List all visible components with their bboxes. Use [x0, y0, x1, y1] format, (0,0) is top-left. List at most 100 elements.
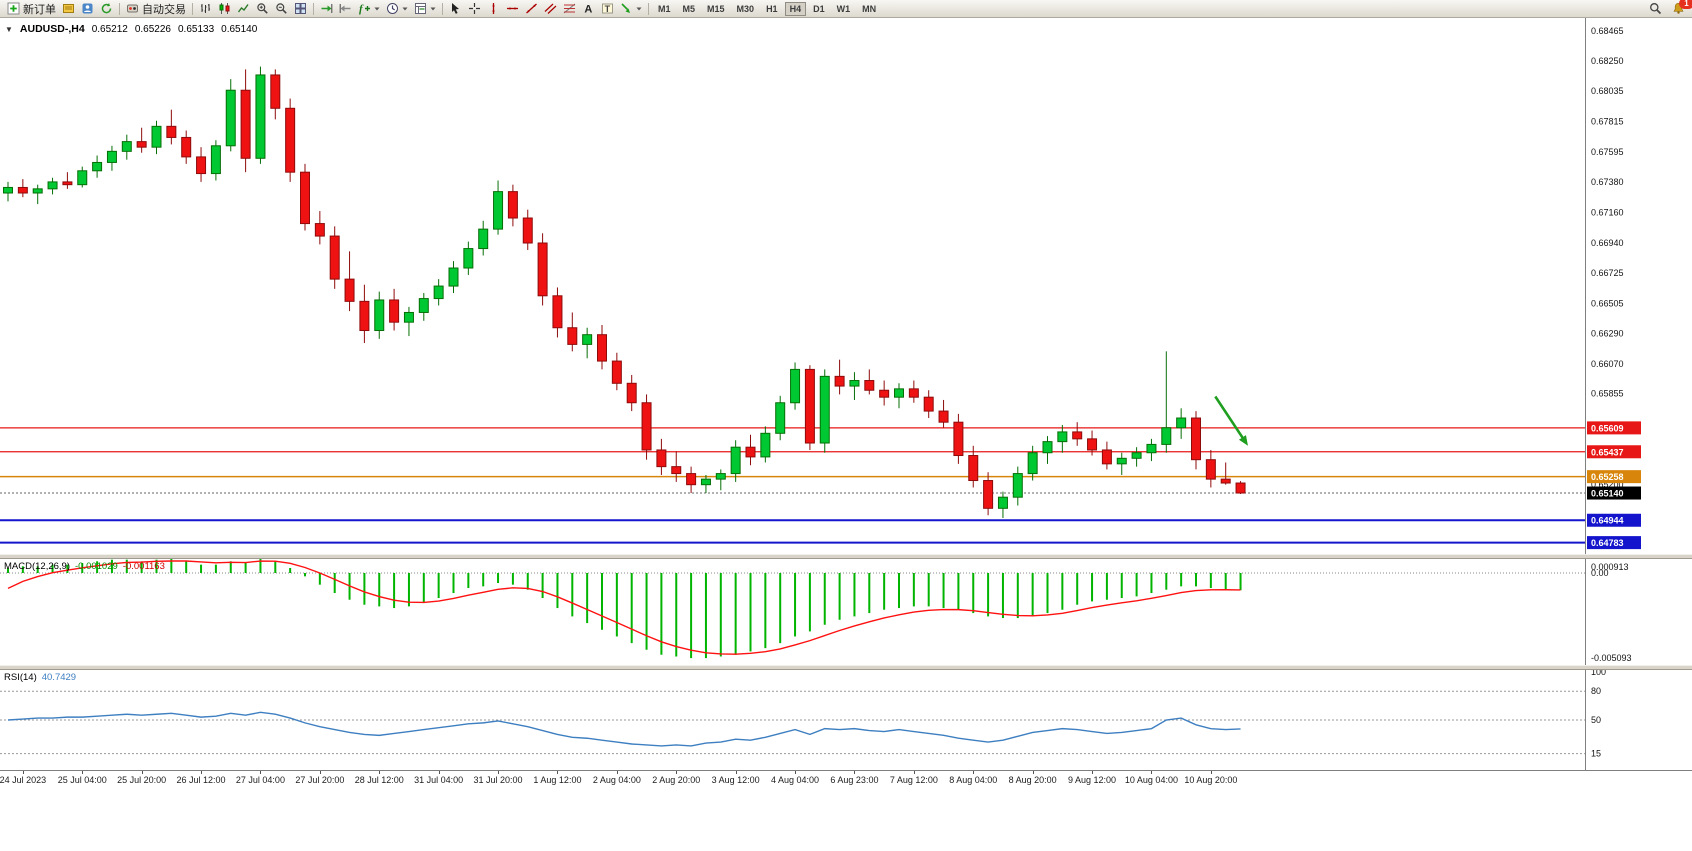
- candlestick-chart-button[interactable]: [215, 1, 234, 16]
- timeframe-button-m30[interactable]: M30: [736, 3, 755, 14]
- crosshair-button[interactable]: [465, 1, 484, 16]
- vertical-line-button[interactable]: [484, 1, 503, 16]
- candle-down: [314, 223, 325, 237]
- time-axis-tick: [379, 771, 381, 774]
- timeframe-button-mn[interactable]: MN: [862, 3, 877, 14]
- time-axis-tick: [616, 771, 618, 774]
- svg-text:T: T: [605, 4, 611, 14]
- timeframe-button-m15[interactable]: M15: [707, 3, 725, 14]
- timeframe-button-m5[interactable]: M5: [682, 3, 696, 14]
- zoom-in-icon: [257, 3, 268, 14]
- price-chart-canvas[interactable]: 0.68465 0.68250 0.68035 0.67815 0.67595 0.673…: [0, 18, 1692, 554]
- arrows-icon: [621, 3, 630, 13]
- time-axis-label: 1 Aug 12:00: [533, 775, 582, 785]
- candle-down: [983, 480, 994, 509]
- panel-splitter[interactable]: [0, 554, 1692, 559]
- chart-shift-button[interactable]: [336, 1, 355, 16]
- candle-down: [1235, 482, 1246, 494]
- trendline-button[interactable]: [522, 1, 541, 16]
- candle-up: [3, 186, 13, 194]
- tile-windows-button[interactable]: [291, 1, 310, 16]
- time-axis-tick: [735, 771, 737, 774]
- time-axis-label: 27 Jul 20:00: [295, 775, 345, 785]
- auto-scroll-button[interactable]: [317, 1, 336, 16]
- horizontal-line-button[interactable]: [503, 1, 522, 16]
- text-label-button[interactable]: T: [598, 1, 617, 16]
- zoom-in-button[interactable]: [253, 1, 272, 16]
- new-order-button[interactable]: 新订单: [4, 1, 59, 16]
- timeframe-button-m1[interactable]: M1: [658, 3, 671, 14]
- ohlc-high: 0.65226: [134, 23, 171, 35]
- arrows-button[interactable]: [617, 1, 645, 16]
- candle-down: [745, 446, 756, 458]
- profiles-button[interactable]: [59, 1, 78, 16]
- main-toolbar: 新订单 自动交易 f: [0, 0, 1692, 18]
- refresh-button[interactable]: [97, 1, 116, 16]
- timeframe-button-w1[interactable]: W1: [836, 3, 851, 14]
- timeframe-button-h1[interactable]: H1: [766, 3, 778, 14]
- candle-up: [1131, 452, 1142, 459]
- bar-chart-icon: [201, 4, 210, 13]
- chart-shift-icon: [339, 4, 351, 13]
- time-axis-label: 10 Aug 04:00: [1124, 775, 1178, 785]
- candle-up: [997, 496, 1008, 509]
- bar-chart-button[interactable]: [196, 1, 215, 16]
- candle-down: [938, 410, 949, 423]
- toolbar-separator: [119, 2, 120, 15]
- text-button[interactable]: A: [579, 1, 598, 16]
- price-tag-text: 0.65609: [1591, 423, 1624, 433]
- time-axis-tick: [319, 771, 321, 774]
- candle-down: [1101, 449, 1112, 465]
- fibonacci-button[interactable]: [560, 1, 579, 16]
- indicators-button[interactable]: f: [355, 1, 383, 16]
- arrow-annotation[interactable]: [1214, 395, 1248, 446]
- price-tag-text: 0.64783: [1591, 538, 1624, 548]
- alerts-button[interactable]: 1: [1669, 0, 1692, 16]
- candle-down: [507, 191, 518, 219]
- price-chart-panel[interactable]: ▼ AUDUSD-,H4 0.65212 0.65226 0.65133 0.6…: [0, 18, 1692, 554]
- candle-down: [285, 107, 296, 173]
- rsi-canvas[interactable]: 100 80 50 15: [0, 670, 1692, 770]
- time-axis[interactable]: 24 Jul 2023 25 Jul 04:00 25 Jul 20:00 26 Ju…: [0, 770, 1692, 790]
- macd-signal-value: -0.001163: [122, 561, 165, 572]
- market-watch-button[interactable]: [78, 1, 97, 16]
- candle-up: [433, 285, 444, 300]
- profiles-icon: [63, 4, 74, 13]
- timeframe-button-h4[interactable]: H4: [784, 1, 807, 16]
- macd-panel[interactable]: MACD(12,26,9) -0.001029 -0.001163 0.0009…: [0, 559, 1692, 665]
- timeframe-button-d1[interactable]: D1: [813, 3, 825, 14]
- time-axis-tick: [973, 771, 975, 774]
- rsi-name: RSI(14): [4, 672, 37, 683]
- templates-button[interactable]: [411, 1, 439, 16]
- cursor-button[interactable]: [446, 1, 465, 16]
- new-order-label: 新订单: [23, 3, 56, 16]
- candle-up: [448, 267, 459, 287]
- candle-up: [210, 145, 221, 175]
- candle-down: [686, 473, 697, 486]
- candle-up: [700, 478, 711, 486]
- line-chart-icon: [237, 4, 249, 13]
- candle-down: [552, 295, 563, 329]
- search-button[interactable]: [1646, 1, 1665, 16]
- zoom-out-button[interactable]: [272, 1, 291, 16]
- text-icon: A: [584, 4, 592, 16]
- equidistant-channel-button[interactable]: [541, 1, 560, 16]
- rsi-axis-label: 50: [1591, 715, 1601, 725]
- chart-expand-icon[interactable]: ▼: [5, 24, 13, 34]
- chevron-down-icon: [430, 7, 436, 11]
- line-chart-button[interactable]: [234, 1, 253, 16]
- candle-down: [17, 186, 28, 194]
- time-axis-tick: [557, 771, 559, 774]
- panel-splitter[interactable]: [0, 665, 1692, 670]
- autotrading-button[interactable]: 自动交易: [123, 1, 189, 16]
- price-tag-text: 0.64944: [1591, 516, 1624, 526]
- time-axis-label: 28 Jul 12:00: [354, 775, 404, 785]
- candle-down: [1072, 431, 1083, 440]
- periods-button[interactable]: [383, 1, 411, 16]
- candle-down: [923, 396, 934, 412]
- rsi-panel[interactable]: RSI(14) 40.7429 100 80 50 15: [0, 670, 1692, 770]
- candle-down: [62, 181, 73, 186]
- macd-signal-line: [7, 560, 1241, 655]
- candle-down: [136, 141, 147, 148]
